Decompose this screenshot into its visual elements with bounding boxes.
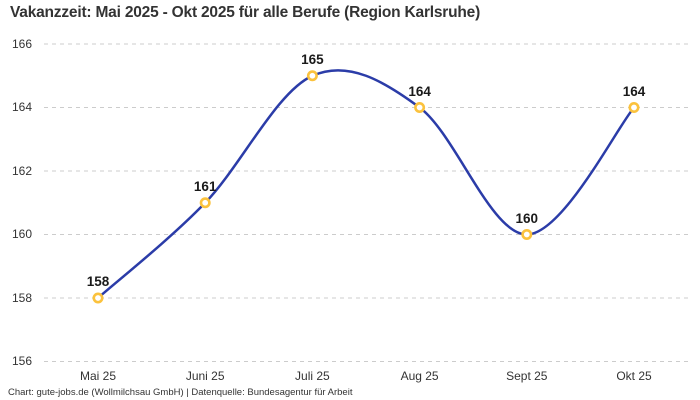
data-point-label: 165 — [301, 51, 324, 67]
data-point-label: 158 — [86, 274, 110, 289]
x-tick-label: Juli 25 — [295, 369, 330, 383]
data-point-marker-Aug 25 — [414, 102, 426, 114]
data-point-marker-Sept 25 — [521, 229, 533, 241]
data-point-marker-Juni 25 — [199, 197, 211, 209]
y-tick-label: 158 — [11, 290, 32, 305]
x-tick-label: Sept 25 — [506, 369, 548, 383]
chart-title: Vakanzzeit: Mai 2025 - Okt 2025 für alle… — [10, 4, 481, 21]
data-point-label: 164 — [622, 83, 646, 99]
x-tick-label: Juni 25 — [185, 369, 225, 383]
y-tick-label: 160 — [11, 227, 32, 241]
y-tick-label: 164 — [11, 100, 32, 114]
data-point-label: 161 — [193, 178, 217, 194]
x-tick-label: Aug 25 — [400, 369, 439, 383]
data-point-marker-Juli 25 — [306, 70, 318, 82]
data-point-marker-Mai 25 — [92, 292, 104, 304]
y-tick-label: 166 — [11, 36, 32, 51]
data-point-marker-Okt 25 — [628, 102, 640, 114]
y-tick-label: 156 — [11, 354, 32, 368]
x-tick-label: Okt 25 — [616, 369, 652, 383]
chart-source-caption: Chart: gute-jobs.de (Wollmilchsau GmbH) … — [8, 387, 353, 398]
data-point-label: 160 — [515, 210, 539, 226]
x-tick-label: Mai 25 — [79, 369, 117, 383]
y-tick-label: 162 — [11, 163, 32, 178]
data-point-label: 164 — [408, 83, 431, 99]
